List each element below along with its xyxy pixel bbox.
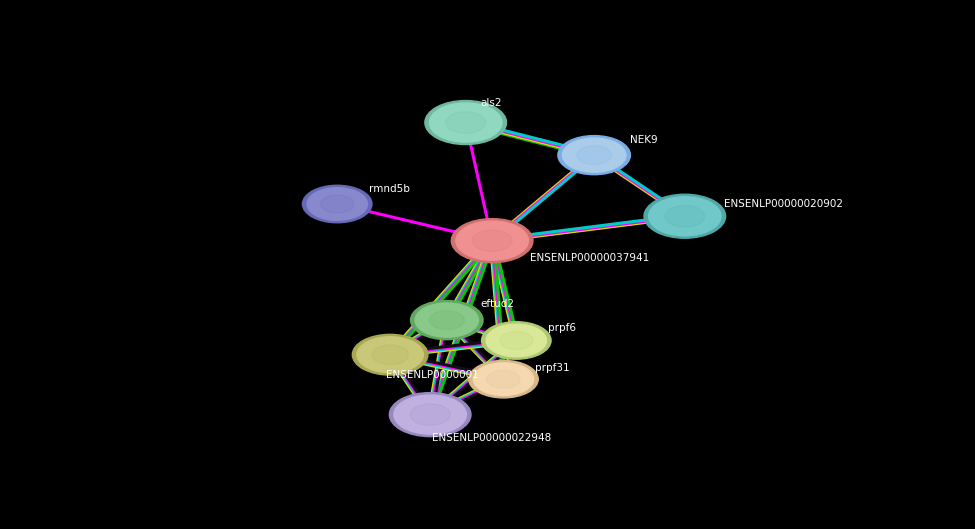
- Circle shape: [429, 103, 502, 142]
- Circle shape: [410, 300, 483, 340]
- Circle shape: [558, 135, 631, 175]
- Circle shape: [456, 221, 528, 260]
- Text: ENSENLP00000020902: ENSENLP00000020902: [724, 199, 843, 209]
- Circle shape: [644, 194, 725, 238]
- Circle shape: [487, 324, 547, 357]
- Circle shape: [665, 205, 705, 227]
- Text: eftud2: eftud2: [480, 299, 514, 309]
- Text: rmnd5b: rmnd5b: [369, 184, 410, 194]
- Text: prpf31: prpf31: [535, 363, 569, 373]
- Circle shape: [357, 337, 423, 372]
- Circle shape: [389, 393, 471, 436]
- Circle shape: [563, 138, 626, 172]
- Circle shape: [302, 185, 372, 223]
- Circle shape: [469, 360, 538, 398]
- Circle shape: [576, 145, 611, 165]
- Text: als2: als2: [481, 98, 502, 108]
- Circle shape: [394, 395, 466, 434]
- Text: ENSENLP00000037941: ENSENLP00000037941: [530, 253, 649, 263]
- Circle shape: [472, 230, 512, 251]
- Text: ENSENLP0000001: ENSENLP0000001: [386, 370, 479, 380]
- Circle shape: [410, 404, 450, 425]
- Circle shape: [321, 195, 354, 213]
- Circle shape: [648, 197, 722, 236]
- Circle shape: [371, 345, 409, 364]
- Circle shape: [473, 363, 533, 396]
- Circle shape: [425, 101, 506, 144]
- Circle shape: [451, 218, 533, 263]
- Circle shape: [352, 334, 428, 375]
- Text: ENSENLP00000022948: ENSENLP00000022948: [433, 433, 552, 443]
- Circle shape: [499, 332, 533, 350]
- Text: NEK9: NEK9: [631, 135, 658, 144]
- Circle shape: [415, 303, 479, 337]
- Text: prpf6: prpf6: [548, 323, 576, 333]
- Circle shape: [429, 311, 464, 330]
- Circle shape: [446, 112, 486, 133]
- Circle shape: [487, 370, 520, 388]
- Circle shape: [482, 322, 551, 359]
- Circle shape: [307, 188, 368, 220]
